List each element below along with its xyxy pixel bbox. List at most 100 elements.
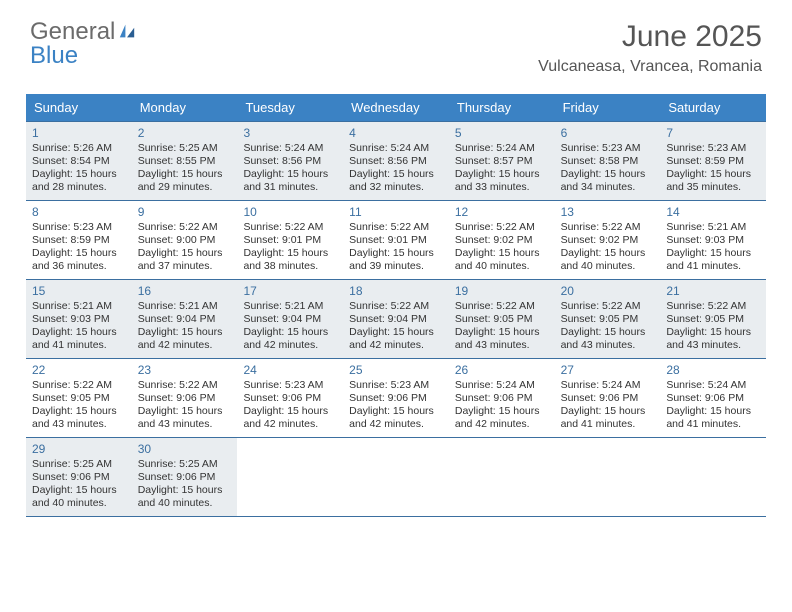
daylight-line: Daylight: 15 hours and 42 minutes. <box>243 405 339 431</box>
day-details: Sunrise: 5:21 AMSunset: 9:03 PMDaylight:… <box>30 300 128 353</box>
day-details: Sunrise: 5:22 AMSunset: 9:01 PMDaylight:… <box>347 221 445 274</box>
day-number: 20 <box>559 282 657 300</box>
sunset-line: Sunset: 9:05 PM <box>561 313 657 326</box>
calendar-day-cell: 16Sunrise: 5:21 AMSunset: 9:04 PMDayligh… <box>132 280 238 358</box>
sunset-line: Sunset: 9:02 PM <box>455 234 551 247</box>
day-number: 23 <box>136 361 234 379</box>
day-details: Sunrise: 5:22 AMSunset: 9:02 PMDaylight:… <box>453 221 551 274</box>
sunset-line: Sunset: 9:06 PM <box>138 471 234 484</box>
day-number: 18 <box>347 282 445 300</box>
daylight-line: Daylight: 15 hours and 42 minutes. <box>243 326 339 352</box>
day-number: 30 <box>136 440 234 458</box>
title-block: June 2025 Vulcaneasa, Vrancea, Romania <box>538 20 762 76</box>
calendar-day-cell: 14Sunrise: 5:21 AMSunset: 9:03 PMDayligh… <box>660 201 766 279</box>
daylight-line: Daylight: 15 hours and 40 minutes. <box>561 247 657 273</box>
calendar-day-cell: 11Sunrise: 5:22 AMSunset: 9:01 PMDayligh… <box>343 201 449 279</box>
sunset-line: Sunset: 8:57 PM <box>455 155 551 168</box>
weekday-header-cell: Saturday <box>660 94 766 121</box>
day-details: Sunrise: 5:21 AMSunset: 9:04 PMDaylight:… <box>136 300 234 353</box>
day-number: 27 <box>559 361 657 379</box>
sunset-line: Sunset: 9:04 PM <box>349 313 445 326</box>
daylight-line: Daylight: 15 hours and 35 minutes. <box>666 168 762 194</box>
day-details: Sunrise: 5:25 AMSunset: 8:55 PMDaylight:… <box>136 142 234 195</box>
day-number: 26 <box>453 361 551 379</box>
calendar-day-cell <box>237 438 343 516</box>
calendar: SundayMondayTuesdayWednesdayThursdayFrid… <box>26 94 766 517</box>
day-details: Sunrise: 5:22 AMSunset: 9:01 PMDaylight:… <box>241 221 339 274</box>
weekday-header-cell: Monday <box>132 94 238 121</box>
sunset-line: Sunset: 9:06 PM <box>138 392 234 405</box>
day-details: Sunrise: 5:22 AMSunset: 9:05 PMDaylight:… <box>664 300 762 353</box>
sunrise-line: Sunrise: 5:22 AM <box>349 300 445 313</box>
sunrise-line: Sunrise: 5:23 AM <box>349 379 445 392</box>
sunrise-line: Sunrise: 5:24 AM <box>243 142 339 155</box>
calendar-day-cell: 27Sunrise: 5:24 AMSunset: 9:06 PMDayligh… <box>555 359 661 437</box>
daylight-line: Daylight: 15 hours and 31 minutes. <box>243 168 339 194</box>
calendar-day-cell: 17Sunrise: 5:21 AMSunset: 9:04 PMDayligh… <box>237 280 343 358</box>
calendar-day-cell: 23Sunrise: 5:22 AMSunset: 9:06 PMDayligh… <box>132 359 238 437</box>
sunset-line: Sunset: 9:05 PM <box>32 392 128 405</box>
calendar-day-cell: 25Sunrise: 5:23 AMSunset: 9:06 PMDayligh… <box>343 359 449 437</box>
calendar-day-cell: 12Sunrise: 5:22 AMSunset: 9:02 PMDayligh… <box>449 201 555 279</box>
weekday-header-row: SundayMondayTuesdayWednesdayThursdayFrid… <box>26 94 766 121</box>
daylight-line: Daylight: 15 hours and 42 minutes. <box>138 326 234 352</box>
day-number: 9 <box>136 203 234 221</box>
calendar-week-row: 1Sunrise: 5:26 AMSunset: 8:54 PMDaylight… <box>26 121 766 200</box>
sunrise-line: Sunrise: 5:23 AM <box>243 379 339 392</box>
sunrise-line: Sunrise: 5:24 AM <box>349 142 445 155</box>
day-details: Sunrise: 5:24 AMSunset: 9:06 PMDaylight:… <box>559 379 657 432</box>
daylight-line: Daylight: 15 hours and 41 minutes. <box>32 326 128 352</box>
sunrise-line: Sunrise: 5:25 AM <box>32 458 128 471</box>
sunset-line: Sunset: 9:06 PM <box>666 392 762 405</box>
day-number: 24 <box>241 361 339 379</box>
sunset-line: Sunset: 9:01 PM <box>243 234 339 247</box>
calendar-day-cell: 2Sunrise: 5:25 AMSunset: 8:55 PMDaylight… <box>132 122 238 200</box>
month-title: June 2025 <box>538 20 762 54</box>
calendar-day-cell <box>449 438 555 516</box>
day-number: 16 <box>136 282 234 300</box>
day-details: Sunrise: 5:23 AMSunset: 8:58 PMDaylight:… <box>559 142 657 195</box>
sunrise-line: Sunrise: 5:22 AM <box>243 221 339 234</box>
logo-word-1: General <box>30 20 115 44</box>
day-number: 28 <box>664 361 762 379</box>
daylight-line: Daylight: 15 hours and 43 minutes. <box>561 326 657 352</box>
day-details: Sunrise: 5:26 AMSunset: 8:54 PMDaylight:… <box>30 142 128 195</box>
daylight-line: Daylight: 15 hours and 43 minutes. <box>666 326 762 352</box>
sunset-line: Sunset: 9:06 PM <box>349 392 445 405</box>
calendar-day-cell: 10Sunrise: 5:22 AMSunset: 9:01 PMDayligh… <box>237 201 343 279</box>
calendar-day-cell: 13Sunrise: 5:22 AMSunset: 9:02 PMDayligh… <box>555 201 661 279</box>
calendar-day-cell: 5Sunrise: 5:24 AMSunset: 8:57 PMDaylight… <box>449 122 555 200</box>
daylight-line: Daylight: 15 hours and 43 minutes. <box>138 405 234 431</box>
day-details: Sunrise: 5:22 AMSunset: 9:00 PMDaylight:… <box>136 221 234 274</box>
daylight-line: Daylight: 15 hours and 41 minutes. <box>561 405 657 431</box>
sunrise-line: Sunrise: 5:23 AM <box>561 142 657 155</box>
sunrise-line: Sunrise: 5:24 AM <box>455 142 551 155</box>
sunrise-line: Sunrise: 5:22 AM <box>666 300 762 313</box>
sunset-line: Sunset: 9:03 PM <box>32 313 128 326</box>
daylight-line: Daylight: 15 hours and 38 minutes. <box>243 247 339 273</box>
sunset-line: Sunset: 9:04 PM <box>138 313 234 326</box>
day-details: Sunrise: 5:21 AMSunset: 9:04 PMDaylight:… <box>241 300 339 353</box>
weekday-header-cell: Friday <box>555 94 661 121</box>
calendar-day-cell: 9Sunrise: 5:22 AMSunset: 9:00 PMDaylight… <box>132 201 238 279</box>
calendar-day-cell <box>343 438 449 516</box>
sunrise-line: Sunrise: 5:25 AM <box>138 458 234 471</box>
calendar-day-cell: 20Sunrise: 5:22 AMSunset: 9:05 PMDayligh… <box>555 280 661 358</box>
sunrise-line: Sunrise: 5:22 AM <box>32 379 128 392</box>
calendar-day-cell: 24Sunrise: 5:23 AMSunset: 9:06 PMDayligh… <box>237 359 343 437</box>
calendar-day-cell: 26Sunrise: 5:24 AMSunset: 9:06 PMDayligh… <box>449 359 555 437</box>
sunset-line: Sunset: 9:04 PM <box>243 313 339 326</box>
sunset-line: Sunset: 8:59 PM <box>666 155 762 168</box>
calendar-day-cell: 15Sunrise: 5:21 AMSunset: 9:03 PMDayligh… <box>26 280 132 358</box>
day-number: 11 <box>347 203 445 221</box>
sunset-line: Sunset: 9:06 PM <box>243 392 339 405</box>
calendar-day-cell: 4Sunrise: 5:24 AMSunset: 8:56 PMDaylight… <box>343 122 449 200</box>
sunset-line: Sunset: 9:00 PM <box>138 234 234 247</box>
calendar-day-cell: 1Sunrise: 5:26 AMSunset: 8:54 PMDaylight… <box>26 122 132 200</box>
day-number: 2 <box>136 124 234 142</box>
calendar-day-cell: 29Sunrise: 5:25 AMSunset: 9:06 PMDayligh… <box>26 438 132 516</box>
day-details: Sunrise: 5:23 AMSunset: 9:06 PMDaylight:… <box>347 379 445 432</box>
daylight-line: Daylight: 15 hours and 43 minutes. <box>455 326 551 352</box>
day-number: 21 <box>664 282 762 300</box>
day-number: 17 <box>241 282 339 300</box>
